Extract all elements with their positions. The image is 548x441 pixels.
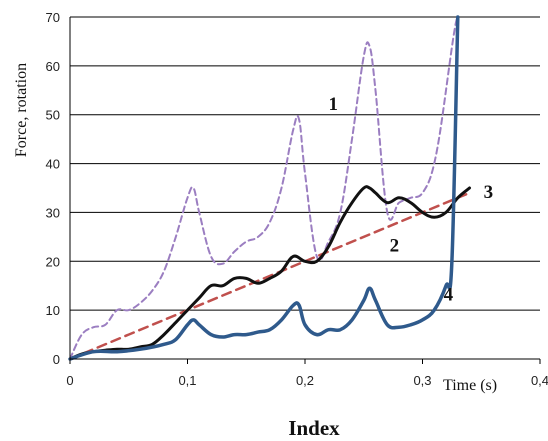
series-labels: 1 2 3 4: [329, 94, 494, 306]
y-tick-label: 20: [46, 254, 60, 269]
series-3-line: [68, 185, 471, 361]
horizontal-gridlines: [70, 16, 540, 311]
x-tick-label: 0,2: [296, 373, 314, 388]
series-layer: [68, 15, 471, 361]
x-tick-label: 0,4: [531, 373, 548, 388]
y-tick-label: 50: [46, 108, 60, 123]
series-1-line: [69, 16, 459, 360]
x-tick-label: 0: [66, 373, 73, 388]
x-tick-label: 0,3: [413, 373, 431, 388]
figure-caption: Index: [288, 416, 340, 440]
tick-labels: 0 10 20 30 40 50 60 70 0 0,1 0,2 0,3 0,4: [46, 10, 548, 388]
y-tick-label: 70: [46, 10, 60, 25]
y-tick-label: 30: [46, 205, 60, 220]
series-4-line: [68, 15, 460, 361]
x-tick-label: 0,1: [178, 373, 196, 388]
y-axis-title: Force, rotation: [13, 63, 30, 157]
y-tick-label: 40: [46, 157, 60, 172]
y-tick-label: 0: [53, 352, 60, 367]
x-axis-title: Time (s): [443, 377, 497, 394]
y-tick-label: 60: [46, 59, 60, 74]
y-tick-label: 10: [46, 303, 60, 318]
series-3-label: 3: [484, 182, 494, 203]
series-1-label: 1: [329, 94, 339, 115]
series-2-line: [68, 191, 471, 361]
series-4-label: 4: [444, 284, 454, 305]
series-2-label: 2: [390, 236, 400, 257]
